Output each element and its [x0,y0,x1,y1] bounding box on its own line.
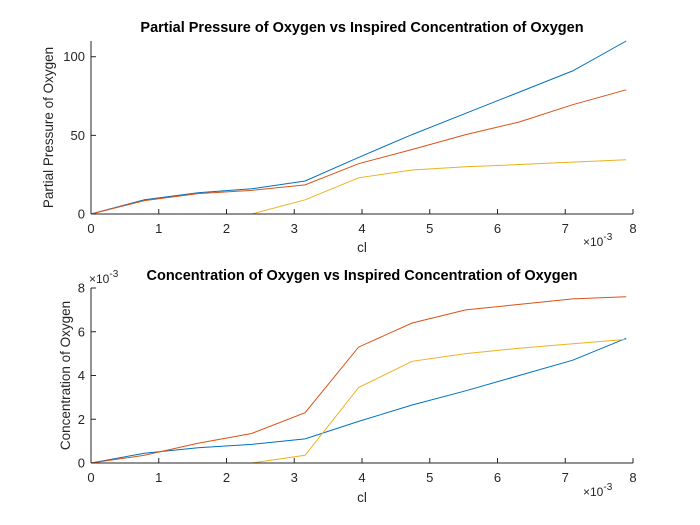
x-tick-label: 2 [223,221,230,236]
y-exponent-label: ×10-3 [89,269,119,286]
x-tick-label: 0 [87,470,94,485]
series-line-2 [90,296,627,464]
chart-title: Concentration of Oxygen vs Inspired Conc… [146,268,577,284]
x-exponent-label: ×10-3 [583,232,613,249]
x-tick-label: 7 [562,470,569,485]
x-axis-label: cl [357,240,367,255]
x-tick-label: 2 [223,470,230,485]
x-tick-label: 0 [87,221,94,236]
axes-concentration: 0 1 2 3 4 5 6 7 8 0 2 4 6 8 Concentration of Oxygen vs… [58,268,637,505]
y-tick-label: 4 [78,368,85,383]
series-line-1 [90,337,627,464]
axes-partial-pressure: 0 1 2 3 4 5 6 7 8 0 50 100 Partial Pressure of Oxyge… [41,20,637,255]
series-line-2 [90,89,627,215]
y-axis-label: Concentration of Oxygen [58,301,73,450]
y-tick-label: 50 [71,128,85,143]
x-exponent-label: ×10-3 [583,482,613,499]
y-axis-label: Partial Pressure of Oxygen [41,47,56,208]
x-tick-label: 8 [629,221,636,236]
x-axis-label: cl [357,490,367,505]
x-tick-label: 3 [291,221,298,236]
x-tick-label: 8 [629,470,636,485]
x-tick-label: 7 [562,221,569,236]
x-tick-label: 4 [358,470,365,485]
y-tick-label: 0 [78,456,85,471]
x-tick-label: 1 [155,221,162,236]
x-tick-label: 1 [155,470,162,485]
x-tick-label: 5 [426,470,433,485]
y-tick-label: 0 [78,207,85,222]
x-tick-label: 6 [494,221,501,236]
chart-title: Partial Pressure of Oxygen vs Inspired C… [140,20,583,36]
x-tick-label: 6 [494,470,501,485]
series-line-1 [90,40,627,215]
y-tick-label: 2 [78,412,85,427]
x-tick-label: 3 [291,470,298,485]
y-tick-label: 8 [78,281,85,296]
y-tick-label: 100 [63,49,85,64]
x-tick-label: 5 [426,221,433,236]
x-tick-label: 4 [358,221,365,236]
y-tick-label: 6 [78,324,85,339]
